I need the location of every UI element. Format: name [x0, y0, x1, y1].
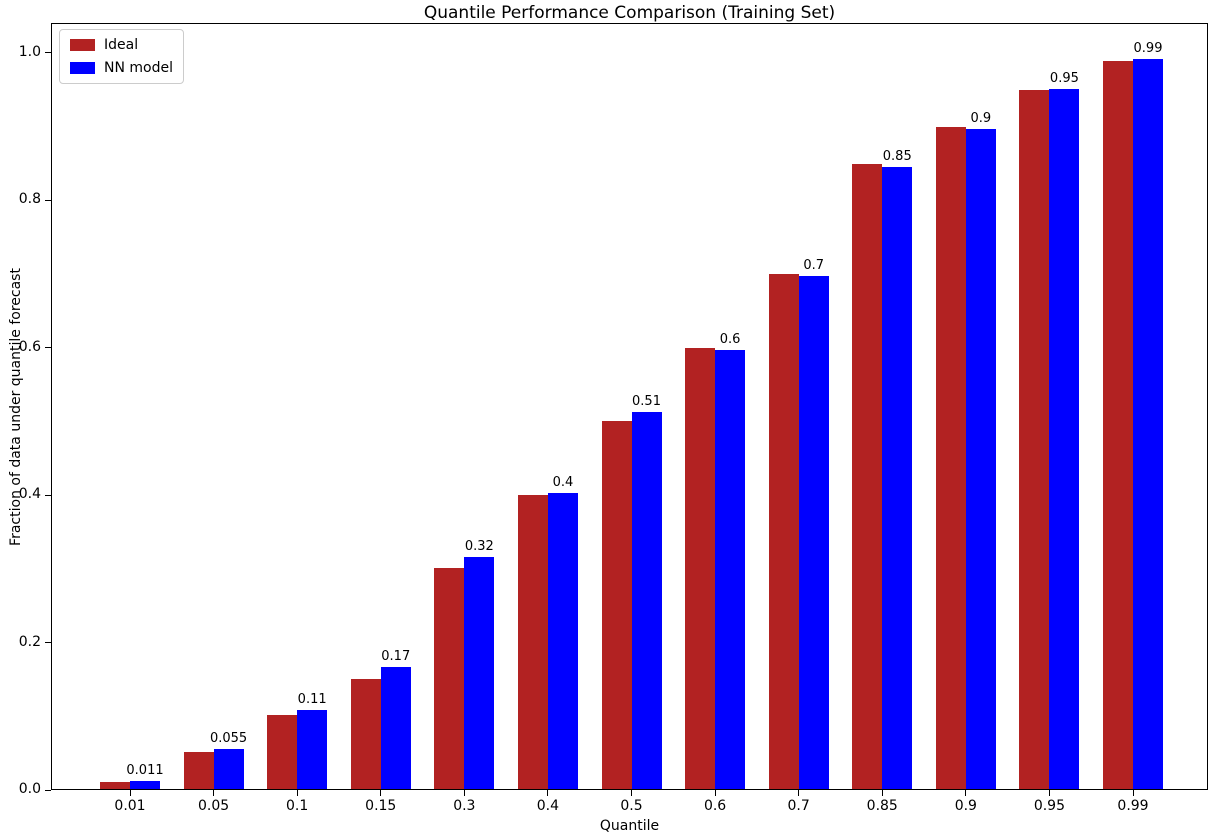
- bar-ideal-0.7: [768, 274, 799, 789]
- bar-value-label: 0.99: [1133, 40, 1163, 56]
- y-tick-label: 1.0: [18, 43, 41, 60]
- bar-nn-model-0.95: [1049, 89, 1080, 789]
- bar-nn-model-0.4: [547, 492, 578, 789]
- x-tick-label: 0.7: [787, 798, 810, 814]
- legend-swatch-ideal: [70, 39, 95, 51]
- bar-value-label: 0.95: [1049, 71, 1079, 87]
- x-tick-label: 0.9: [954, 798, 977, 814]
- bar-nn-model-0.7: [798, 275, 829, 789]
- legend-item-ideal: Ideal: [70, 37, 173, 53]
- x-tick-label: 0.5: [620, 798, 643, 814]
- x-tick-label: 0.99: [1117, 798, 1149, 814]
- y-tick-mark: [45, 642, 51, 643]
- y-axis-label: Fraction of data under quantile forecast: [8, 267, 24, 546]
- x-tick-label: 0.15: [365, 798, 397, 814]
- x-tick-mark: [631, 790, 632, 796]
- x-tick-mark: [547, 790, 549, 796]
- bar-ideal-0.85: [852, 163, 883, 789]
- y-tick-mark: [45, 789, 51, 791]
- y-tick-label: 0.8: [18, 191, 41, 207]
- x-tick-mark: [714, 790, 716, 796]
- y-tick-label: 0.6: [18, 338, 41, 355]
- bar-ideal-0.05: [183, 752, 214, 789]
- y-tick-mark: [45, 347, 51, 348]
- bar-value-label: 0.6: [719, 331, 741, 347]
- chart-title: Quantile Performance Comparison (Trainin…: [423, 3, 836, 23]
- y-tick-label: 0.2: [18, 633, 41, 650]
- x-tick-mark: [463, 790, 465, 796]
- y-tick-mark: [45, 494, 51, 496]
- bar-ideal-0.9: [935, 126, 966, 789]
- x-tick-mark: [798, 790, 800, 796]
- bar-nn-model-0.1: [297, 710, 328, 789]
- bar-ideal-0.4: [517, 494, 548, 789]
- bar-ideal-0.5: [601, 421, 632, 789]
- bar-ideal-0.95: [1019, 90, 1050, 789]
- x-tick-mark: [1132, 790, 1134, 796]
- bar-ideal-0.15: [350, 678, 381, 789]
- y-tick-mark: [45, 199, 51, 201]
- bar-nn-model-0.5: [631, 411, 662, 789]
- bar-value-label: 0.17: [381, 648, 411, 664]
- x-tick-label: 0.05: [197, 798, 230, 814]
- bar-nn-model-0.9: [965, 129, 996, 789]
- bar-value-label: 0.11: [297, 692, 327, 708]
- bar-value-label: 0.85: [882, 148, 912, 164]
- x-tick-label: 0.3: [453, 798, 476, 814]
- bar-ideal-0.3: [434, 568, 465, 789]
- plot-area: Ideal NN model 0.011 0.055 0.11 0.17 0.32 0.4…: [51, 23, 1208, 790]
- x-tick-mark: [881, 790, 883, 796]
- bar-nn-model-0.05: [213, 748, 244, 789]
- x-tick-label: 0.1: [286, 798, 309, 814]
- bar-nn-model-0.6: [715, 349, 746, 789]
- bar-ideal-0.99: [1103, 60, 1133, 789]
- x-axis-label: Quantile: [599, 818, 660, 834]
- bar-nn-model-0.85: [882, 166, 913, 789]
- x-tick-label: 0.85: [866, 798, 898, 814]
- x-tick-mark: [296, 790, 298, 796]
- bar-value-label: 0.32: [464, 539, 494, 555]
- legend-label-ideal: Ideal: [104, 37, 139, 53]
- x-tick-mark: [213, 790, 215, 796]
- bar-value-label: 0.055: [209, 730, 248, 746]
- bar-value-label: 0.011: [126, 762, 164, 778]
- bar-value-label: 0.4: [552, 474, 574, 490]
- legend-item-nn-model: NN model: [70, 60, 173, 76]
- bar-value-label: 0.51: [632, 393, 661, 409]
- bar-nn-model-0.99: [1133, 58, 1163, 789]
- y-tick-label: 0.0: [18, 781, 41, 797]
- legend-swatch-nn-model: [70, 62, 95, 74]
- legend-label-nn-model: NN model: [104, 60, 173, 76]
- bar-value-label: 0.9: [970, 111, 992, 127]
- bar-nn-model-0.15: [380, 666, 411, 789]
- bar-ideal-0.6: [685, 347, 716, 789]
- y-tick-mark: [45, 52, 51, 53]
- bar-ideal-0.1: [267, 715, 298, 789]
- x-tick-mark: [1048, 790, 1050, 796]
- x-tick-mark: [129, 790, 131, 796]
- bar-value-label: 0.7: [803, 257, 824, 273]
- x-tick-mark: [380, 790, 382, 796]
- y-tick-label: 0.4: [18, 486, 41, 502]
- x-tick-label: 0.6: [703, 798, 727, 814]
- x-tick-label: 0.4: [536, 798, 560, 814]
- x-tick-label: 0.01: [114, 798, 146, 814]
- bar-ideal-0.01: [100, 781, 130, 789]
- bar-nn-model-0.3: [464, 557, 495, 789]
- x-tick-mark: [965, 790, 967, 796]
- legend: Ideal NN model: [59, 29, 184, 84]
- x-tick-label: 0.95: [1033, 798, 1065, 814]
- bar-nn-model-0.01: [130, 780, 160, 789]
